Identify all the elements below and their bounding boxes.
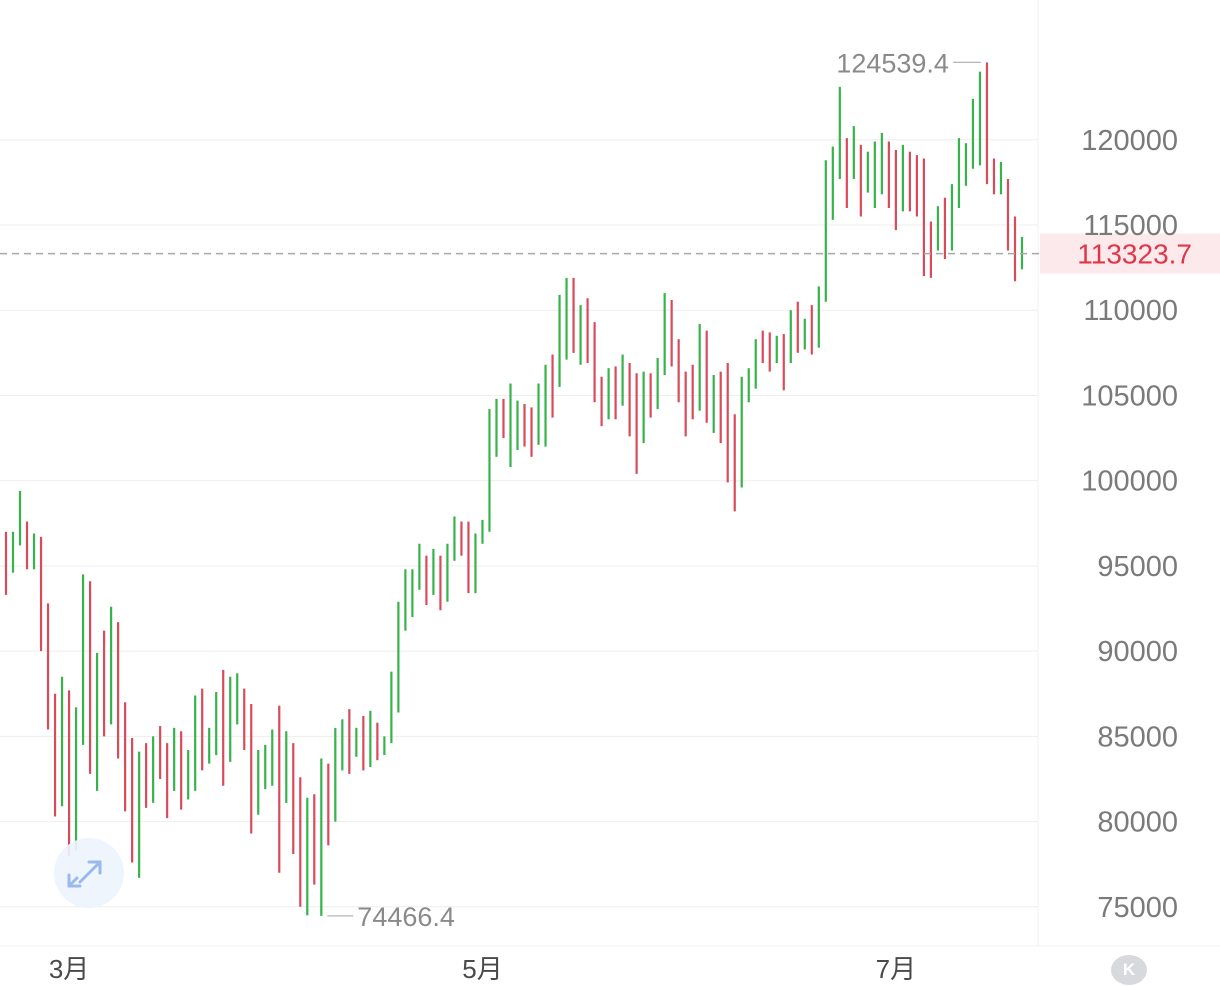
x-tick-label: 5月 xyxy=(462,954,502,984)
y-tick-label: 90000 xyxy=(1097,636,1178,668)
ohlc-bars xyxy=(4,62,1024,916)
y-tick-label: 115000 xyxy=(1083,210,1178,242)
kline-toggle-button[interactable]: K xyxy=(1111,955,1147,985)
y-tick-label: 105000 xyxy=(1081,380,1178,412)
y-tick-label: 120000 xyxy=(1081,125,1178,157)
y-tick-label: 95000 xyxy=(1097,551,1178,583)
expand-arrows-icon xyxy=(67,860,102,888)
y-tick-label: 100000 xyxy=(1081,466,1178,498)
current-price-label: 113323.7 xyxy=(1077,239,1192,270)
y-axis-ticks: 75000 80000 85000 90000 95000 100000 105000 110… xyxy=(1081,125,1178,924)
y-tick-label: 75000 xyxy=(1097,892,1178,924)
kline-icon: K xyxy=(1122,960,1136,979)
y-tick-label: 110000 xyxy=(1083,295,1178,327)
y-tick-label: 85000 xyxy=(1097,721,1178,753)
current-price-background xyxy=(1040,233,1220,274)
x-tick-label: 7月 xyxy=(876,954,916,984)
x-tick-label: 3月 xyxy=(49,954,89,984)
x-axis-ticks: 3月 5月 7月 xyxy=(49,954,916,984)
min-price-label: 74466.4 xyxy=(357,902,455,932)
max-price-label: 124539.4 xyxy=(836,48,949,78)
chart-grid xyxy=(0,139,1038,908)
expand-chart-button[interactable] xyxy=(54,838,124,908)
y-tick-label: 80000 xyxy=(1097,807,1178,839)
